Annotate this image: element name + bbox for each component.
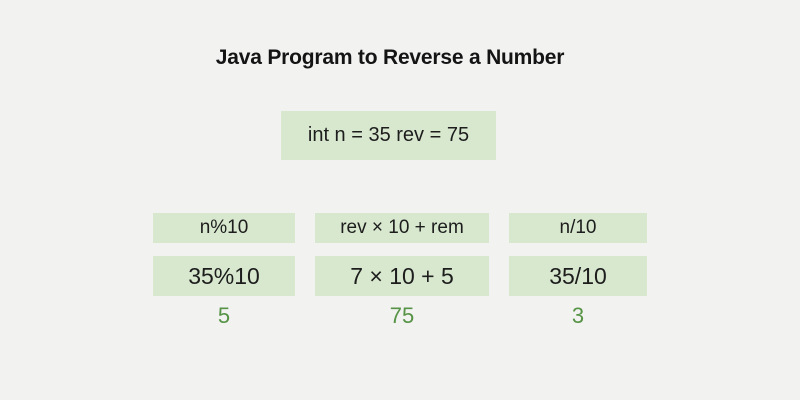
substitution-box: 7 × 10 + 5 [315, 256, 489, 296]
formula-box: n%10 [153, 213, 295, 243]
step-column-reverse: rev × 10 + rem 7 × 10 + 5 75 [315, 213, 489, 329]
steps-columns: n%10 35%10 5 rev × 10 + rem 7 × 10 + 5 7… [153, 213, 647, 329]
initialization-box: int n = 35 rev = 75 [281, 111, 496, 160]
substitution-box: 35%10 [153, 256, 295, 296]
substitution-box: 35/10 [509, 256, 647, 296]
page-title: Java Program to Reverse a Number [215, 46, 565, 69]
step-column-quotient: n/10 35/10 3 [509, 213, 647, 329]
result-value: 3 [571, 303, 585, 328]
formula-box: rev × 10 + rem [315, 213, 489, 243]
initialization-text: int n = 35 rev = 75 [307, 124, 470, 146]
result-value: 75 [389, 303, 415, 328]
formula-box: n/10 [509, 213, 647, 243]
result-value: 5 [217, 303, 231, 328]
step-column-remainder: n%10 35%10 5 [153, 213, 295, 329]
